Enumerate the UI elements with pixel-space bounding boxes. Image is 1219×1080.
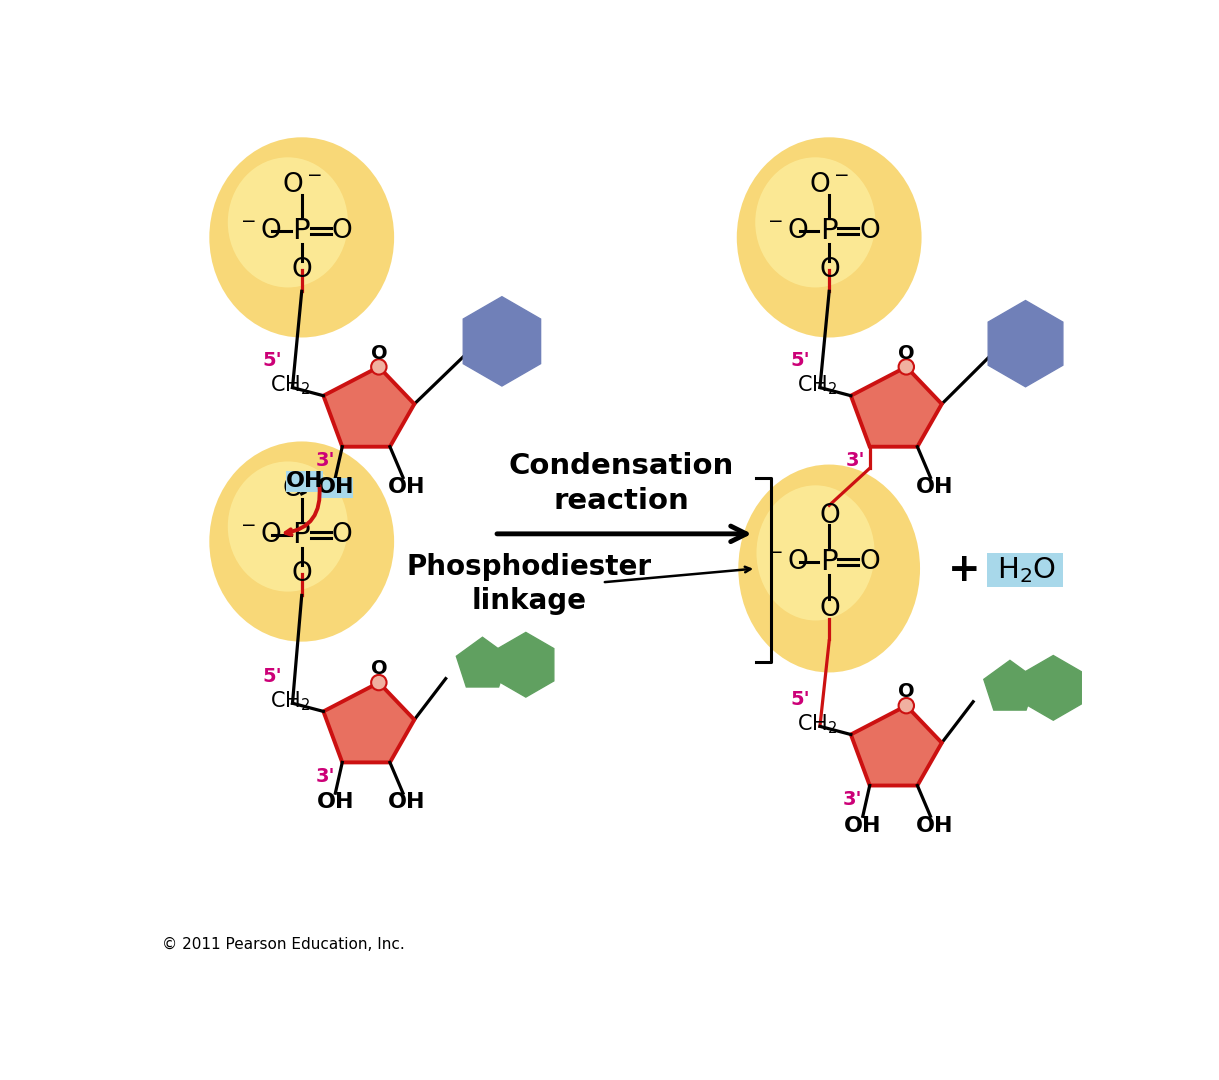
Text: 3': 3' xyxy=(316,451,335,470)
Text: $\mathsf{^-O}$: $\mathsf{^-O}$ xyxy=(236,523,282,549)
Text: $\mathsf{^-O}$: $\mathsf{^-O}$ xyxy=(764,218,809,244)
Text: 3': 3' xyxy=(844,789,863,809)
Circle shape xyxy=(898,698,914,714)
Circle shape xyxy=(371,675,386,690)
Ellipse shape xyxy=(228,158,347,287)
Circle shape xyxy=(898,360,914,375)
Polygon shape xyxy=(323,367,414,447)
Text: O: O xyxy=(898,683,914,701)
Text: OH: OH xyxy=(844,815,881,836)
Text: OH: OH xyxy=(388,476,425,497)
Ellipse shape xyxy=(736,137,922,337)
Ellipse shape xyxy=(739,464,920,673)
Text: 5': 5' xyxy=(262,351,283,370)
Text: OH: OH xyxy=(915,476,953,497)
Text: $\mathsf{O}$: $\mathsf{O}$ xyxy=(818,257,840,283)
Ellipse shape xyxy=(210,137,394,337)
Text: OH: OH xyxy=(388,793,425,812)
Text: Condensation
reaction: Condensation reaction xyxy=(508,453,734,515)
FancyBboxPatch shape xyxy=(987,553,1063,588)
Text: $\mathsf{P}$: $\mathsf{P}$ xyxy=(820,549,839,577)
Text: $\mathsf{O}$: $\mathsf{O}$ xyxy=(332,218,352,244)
Ellipse shape xyxy=(756,158,875,287)
Text: $\mathsf{P}$: $\mathsf{P}$ xyxy=(293,522,311,550)
Text: $\mathsf{O}$: $\mathsf{O}$ xyxy=(291,257,312,283)
Ellipse shape xyxy=(228,461,347,592)
FancyBboxPatch shape xyxy=(286,471,323,492)
Text: 3': 3' xyxy=(846,451,865,470)
Text: $\mathsf{O^-}$: $\mathsf{O^-}$ xyxy=(809,172,850,198)
Text: $\mathsf{CH_2}$: $\mathsf{CH_2}$ xyxy=(797,374,837,397)
Text: $\mathsf{P}$: $\mathsf{P}$ xyxy=(293,217,311,245)
Text: 3': 3' xyxy=(316,767,335,786)
Text: $\mathsf{^-O}$: $\mathsf{^-O}$ xyxy=(236,218,282,244)
Text: 5': 5' xyxy=(790,690,809,708)
Text: O: O xyxy=(371,343,388,363)
Text: +: + xyxy=(947,551,980,589)
Text: $\mathsf{CH_2}$: $\mathsf{CH_2}$ xyxy=(269,374,311,397)
Text: © 2011 Pearson Education, Inc.: © 2011 Pearson Education, Inc. xyxy=(162,937,405,951)
Text: $\mathsf{O}$: $\mathsf{O}$ xyxy=(332,523,352,549)
Polygon shape xyxy=(456,637,508,687)
FancyBboxPatch shape xyxy=(318,477,354,498)
Text: $\mathsf{P}$: $\mathsf{P}$ xyxy=(820,217,839,245)
Text: O: O xyxy=(371,659,388,678)
Text: Phosphodiester
linkage: Phosphodiester linkage xyxy=(406,553,651,616)
Polygon shape xyxy=(323,683,414,762)
Text: $\mathsf{CH_2}$: $\mathsf{CH_2}$ xyxy=(797,712,837,735)
Text: OH: OH xyxy=(915,815,953,836)
Polygon shape xyxy=(463,297,540,386)
Text: $\mathsf{O}$: $\mathsf{O}$ xyxy=(858,218,880,244)
Polygon shape xyxy=(989,300,1063,387)
Text: $\mathsf{O}$: $\mathsf{O}$ xyxy=(858,550,880,576)
Text: $\mathsf{O}$: $\mathsf{O}$ xyxy=(818,503,840,529)
Text: 5': 5' xyxy=(262,666,283,686)
Text: $\mathsf{CH_2}$: $\mathsf{CH_2}$ xyxy=(269,689,311,713)
Text: $\mathsf{O^-}$: $\mathsf{O^-}$ xyxy=(282,476,322,502)
Text: $\mathsf{O^-}$: $\mathsf{O^-}$ xyxy=(282,172,322,198)
Ellipse shape xyxy=(757,485,874,621)
Polygon shape xyxy=(851,705,942,785)
Polygon shape xyxy=(984,660,1036,710)
Text: $\mathsf{O}$: $\mathsf{O}$ xyxy=(291,561,312,586)
Circle shape xyxy=(371,360,386,375)
Text: $\mathsf{^-O}$: $\mathsf{^-O}$ xyxy=(764,550,809,576)
Text: OH: OH xyxy=(286,471,323,490)
Text: OH: OH xyxy=(317,476,354,497)
Polygon shape xyxy=(497,633,553,697)
Text: $\mathsf{H_2O}$: $\mathsf{H_2O}$ xyxy=(997,555,1056,585)
Text: O: O xyxy=(898,343,914,363)
Polygon shape xyxy=(1025,656,1081,720)
Text: OH: OH xyxy=(317,793,354,812)
Text: $\mathsf{O}$: $\mathsf{O}$ xyxy=(818,595,840,621)
Polygon shape xyxy=(851,367,942,447)
Text: 5': 5' xyxy=(790,351,809,370)
Ellipse shape xyxy=(210,442,394,642)
